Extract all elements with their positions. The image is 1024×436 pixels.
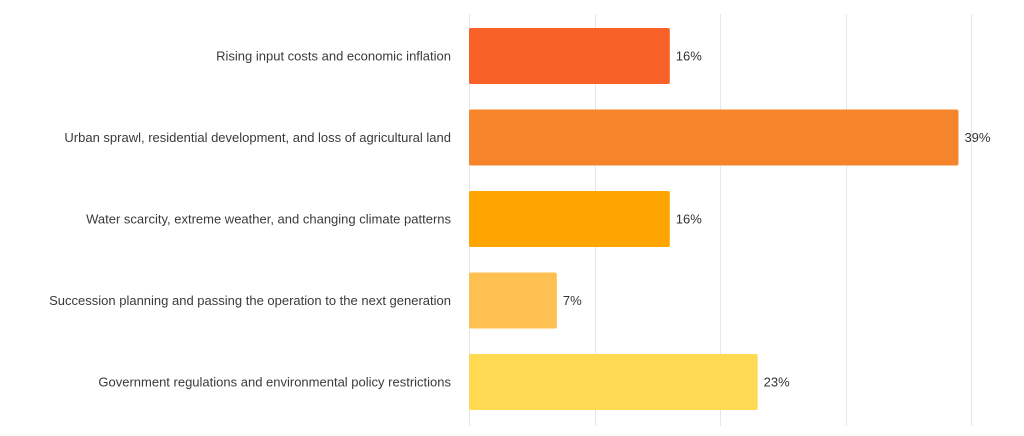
category-label-5: Government regulations and environmental… xyxy=(98,375,451,390)
category-label-3: Water scarcity, extreme weather, and cha… xyxy=(86,212,451,227)
bar-1 xyxy=(469,28,670,84)
value-label-2: 39% xyxy=(964,130,990,145)
bar-2 xyxy=(469,109,959,166)
value-label-1: 16% xyxy=(676,49,702,64)
category-labels: Rising input costs and economic inflatio… xyxy=(49,49,451,390)
bar-5 xyxy=(469,354,758,410)
value-label-3: 16% xyxy=(676,212,702,227)
bars xyxy=(469,28,959,410)
bar-4 xyxy=(469,272,557,329)
value-label-5: 23% xyxy=(764,375,790,390)
value-label-4: 7% xyxy=(563,293,582,308)
value-labels: 16% 39% 16% 7% 23% xyxy=(563,49,991,390)
category-label-2: Urban sprawl, residential development, a… xyxy=(64,130,451,145)
category-label-1: Rising input costs and economic inflatio… xyxy=(216,49,451,64)
bar-3 xyxy=(469,191,670,247)
category-label-4: Succession planning and passing the oper… xyxy=(49,293,451,308)
